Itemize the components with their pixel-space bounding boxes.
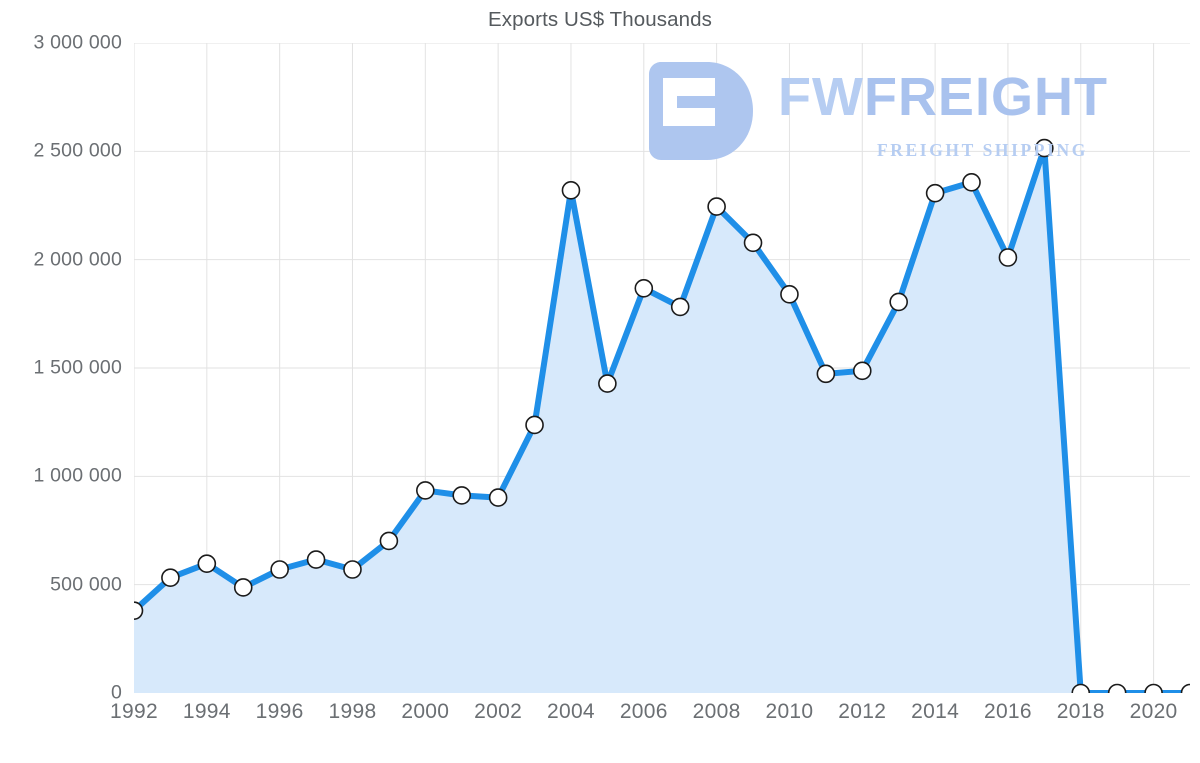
y-axis-tick-label: 500 000 (50, 573, 122, 596)
data-point-marker[interactable] (998, 248, 1018, 267)
data-point-marker[interactable] (889, 292, 908, 312)
area-fill-path (134, 148, 1190, 693)
data-point-marker[interactable] (488, 488, 508, 507)
data-point-marker[interactable] (233, 578, 253, 597)
x-axis-tick-label: 2010 (765, 700, 814, 723)
x-axis-tick-label: 2014 (911, 700, 960, 723)
data-point-marker[interactable] (598, 374, 617, 393)
data-point-marker[interactable] (1144, 683, 1163, 694)
data-point-marker[interactable] (634, 278, 654, 298)
data-point-marker[interactable] (670, 297, 690, 317)
data-point-marker[interactable] (561, 181, 581, 200)
data-point-marker[interactable] (270, 560, 289, 579)
data-point-marker[interactable] (306, 550, 326, 569)
data-point-marker[interactable] (525, 415, 544, 435)
data-point-marker[interactable] (1035, 138, 1054, 158)
data-point-marker[interactable] (343, 560, 362, 579)
data-point-marker[interactable] (161, 568, 180, 588)
x-axis-tick-label: 2000 (401, 700, 450, 723)
y-axis-tick-label: 2 000 000 (33, 248, 122, 271)
x-axis-tick-label: 1994 (182, 700, 231, 723)
data-point-marker[interactable] (416, 481, 435, 500)
plot-area (134, 43, 1190, 693)
data-point-marker[interactable] (197, 554, 217, 573)
data-point-marker[interactable] (780, 285, 799, 304)
data-point-marker[interactable] (134, 601, 144, 620)
x-axis-tick-label: 1998 (328, 700, 377, 723)
chart-title: Exports US$ Thousands (488, 8, 712, 31)
data-point-marker[interactable] (1180, 683, 1191, 694)
data-point-marker[interactable] (452, 486, 472, 505)
x-axis-tick-label: 2004 (546, 700, 595, 723)
y-axis-tick-label: 3 000 000 (33, 31, 122, 54)
y-axis-tick-label: 1 000 000 (33, 464, 122, 487)
x-axis-tick-label: 2006 (619, 700, 668, 723)
x-axis-tick-label: 2018 (1056, 700, 1105, 723)
x-axis-tick-label: 1996 (255, 700, 304, 723)
x-axis-tick-label: 2008 (692, 700, 741, 723)
data-point-marker[interactable] (1071, 683, 1091, 694)
y-axis-tick-label: 2 500 000 (33, 139, 122, 162)
data-point-marker[interactable] (962, 173, 981, 192)
data-point-markers (134, 138, 1191, 694)
x-axis-tick-label: 2002 (474, 700, 523, 723)
x-axis-tick-label: 1992 (110, 700, 158, 723)
x-axis-tick-label: 2012 (838, 700, 887, 723)
x-axis-tick-label: 2016 (983, 700, 1032, 723)
y-axis-tick-label: 0 (110, 681, 122, 704)
data-point-marker[interactable] (743, 233, 763, 253)
data-point-marker[interactable] (925, 183, 945, 203)
data-point-marker[interactable] (852, 361, 872, 381)
y-axis-tick-label: 1 500 000 (33, 356, 122, 379)
data-point-marker[interactable] (707, 197, 726, 216)
data-point-marker[interactable] (816, 364, 836, 384)
x-axis-tick-label: 2020 (1129, 700, 1178, 723)
data-point-marker[interactable] (1107, 683, 1127, 694)
data-point-marker[interactable] (379, 531, 399, 551)
line-chart-svg (134, 43, 1190, 693)
